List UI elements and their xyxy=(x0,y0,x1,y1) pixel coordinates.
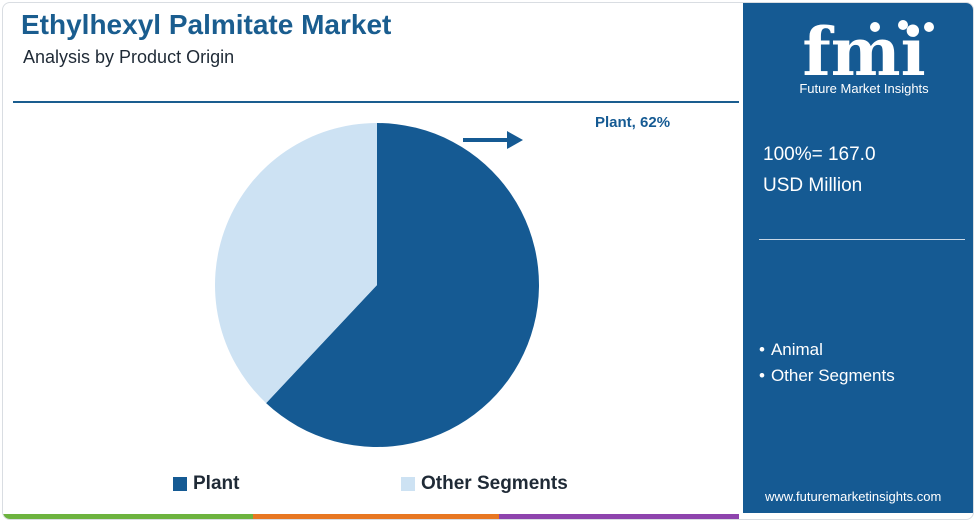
other-segments-list: Animal Other Segments xyxy=(759,337,895,389)
segment-item-animal: Animal xyxy=(759,337,895,363)
pie-slices xyxy=(215,123,539,448)
footer-bar-orange xyxy=(253,514,499,519)
legend-item-plant: Plant xyxy=(173,473,239,495)
logo-text: fmi xyxy=(802,17,925,91)
fmi-logo: fmi xyxy=(802,17,934,91)
website-link[interactable]: www.futuremarketinsights.com xyxy=(765,489,942,504)
sidebar-panel: fmi Future Market Insights 100%= 167.0 U… xyxy=(739,3,973,513)
pie-chart: Plant, 62% xyxy=(215,114,670,448)
plant-callout-label: Plant, 62% xyxy=(595,114,670,131)
segment-item-other: Other Segments xyxy=(759,363,895,389)
chart-subtitle: Analysis by Product Origin xyxy=(23,47,235,67)
footer-bar-purple xyxy=(499,514,739,519)
plant-callout-arrow-icon xyxy=(463,131,523,149)
footer-bar-green xyxy=(3,514,253,519)
market-total-unit: USD Million xyxy=(763,175,863,196)
chart-title: Ethylhexyl Palmitate Market xyxy=(21,9,392,40)
legend-swatch-other-segments xyxy=(401,477,415,491)
legend-swatch-plant xyxy=(173,477,187,491)
pie-slice-other-segments xyxy=(215,123,377,404)
legend-label-plant: Plant xyxy=(193,473,240,494)
pie-slice-plant xyxy=(266,123,539,448)
market-total: 100%= 167.0 USD Million xyxy=(763,139,876,201)
title-divider xyxy=(13,101,739,103)
logo-tagline: Future Market Insights xyxy=(799,81,929,96)
sidebar-divider xyxy=(759,239,965,240)
legend-item-other-segments: Other Segments xyxy=(401,473,568,495)
legend-label-other-segments: Other Segments xyxy=(421,473,568,494)
market-total-value: 100%= 167.0 xyxy=(763,144,876,165)
